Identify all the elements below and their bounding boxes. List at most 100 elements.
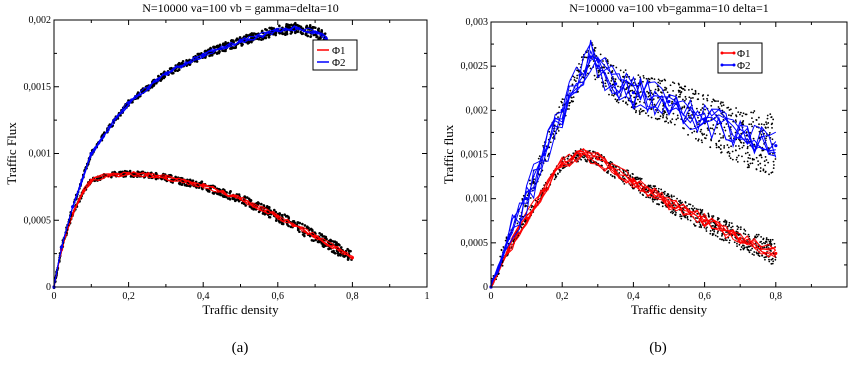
series-1-noise-point	[728, 239, 731, 242]
series-2-noise-point	[684, 95, 687, 98]
series-1-noise-point	[229, 190, 232, 193]
series-1-noise-point	[689, 203, 692, 206]
series-2-noise-point	[528, 179, 531, 182]
series-1-noise-point	[612, 165, 615, 167]
series-2-noise-point	[548, 130, 551, 133]
plot-frame	[53, 19, 428, 288]
legend-marker-2-a	[720, 63, 724, 67]
series-2-noise-point	[652, 98, 655, 101]
series-2-noise-point	[679, 86, 681, 89]
series-2-noise-point	[666, 117, 669, 120]
series-2-noise-point	[739, 113, 741, 116]
y-tick-label: 0,003	[466, 17, 489, 28]
series-2-noise-point	[284, 25, 288, 28]
series-2-noise-point	[726, 151, 729, 154]
series-1-noise-point	[731, 225, 734, 228]
series-2-noise-point	[710, 118, 713, 121]
series-2-noise-point	[771, 138, 774, 141]
series-1-noise-point	[763, 246, 766, 249]
series-2-noise-point	[744, 113, 747, 116]
series-2-noise-point	[537, 157, 540, 160]
series-2-noise-point	[577, 90, 579, 93]
series-1-noise-point	[567, 161, 569, 164]
series-2-noise-point	[711, 100, 713, 103]
series-2-noise-point	[659, 79, 661, 82]
series-1-noise-point	[683, 215, 686, 218]
series-2-noise-point	[705, 134, 708, 137]
series-1-noise-point	[757, 252, 759, 255]
series-2-noise-point	[569, 89, 572, 92]
series-2-noise-point	[611, 94, 613, 96]
series-1-noise-point	[747, 233, 750, 236]
series-2-noise-point	[722, 101, 724, 104]
series-2-noise-point	[665, 116, 668, 119]
series-2-point	[294, 26, 299, 30]
series-2-noise-point	[764, 171, 767, 174]
series-2-noise-point	[728, 109, 731, 111]
series-1-noise-point	[663, 193, 666, 195]
series-2-noise-point	[735, 120, 738, 123]
series-1-noise-point	[698, 221, 701, 224]
series-1-noise-point	[686, 204, 688, 207]
series-1-noise-point	[768, 258, 770, 261]
series-2-noise-point	[691, 114, 693, 116]
series-1-noise-point	[769, 238, 772, 241]
series-1-noise-point	[561, 167, 564, 170]
series-2-noise-point	[529, 182, 531, 185]
series-1-noise-point	[693, 207, 696, 210]
series-1-noise-point	[523, 220, 526, 223]
series-1-noise-point	[652, 200, 654, 203]
series-1-noise-point	[751, 253, 754, 255]
series-2-noise-point	[678, 90, 681, 92]
series-2-noise-point	[657, 96, 659, 99]
series-2-noise-point	[755, 168, 758, 171]
series-1-noise-point	[765, 237, 768, 239]
series-1-noise-point	[267, 207, 271, 210]
series-2-noise-point	[671, 102, 673, 105]
series-2-noise-point	[553, 130, 556, 133]
series-2-noise-point	[673, 123, 676, 126]
series-1-noise-point	[530, 206, 533, 209]
series-2-noise-point	[557, 116, 559, 119]
series-2-noise-point	[702, 94, 705, 96]
series-1-noise-point	[739, 228, 742, 231]
series-2-noise-point	[741, 155, 743, 158]
series-1-noise-point	[767, 238, 770, 241]
series-2-noise-point	[580, 56, 583, 59]
series-1-noise-point	[221, 194, 224, 197]
series-1-noise-point	[265, 205, 269, 208]
series-2-noise-point	[753, 110, 756, 112]
series-1-point	[578, 152, 582, 157]
series-1-noise-point	[639, 179, 642, 181]
series-2-line	[53, 25, 327, 287]
series-2-noise-point	[611, 70, 614, 72]
series-1-noise-point	[737, 226, 740, 229]
series-2-noise-point	[548, 146, 551, 149]
series-1-noise-point	[318, 240, 322, 243]
series-1-noise-point	[566, 157, 569, 160]
series-1-noise-point	[692, 205, 694, 207]
series-1-noise-point	[280, 222, 284, 226]
series-2-noise-point	[742, 112, 745, 115]
series-2-noise-point	[558, 123, 561, 126]
series-1-noise-point	[698, 226, 701, 228]
series-1-noise-point	[557, 173, 559, 175]
series-1-noise-point	[274, 219, 278, 222]
series-2-noise-point	[760, 133, 763, 136]
series-2-noise-point	[639, 108, 642, 110]
y-tick-label: 0,0005	[461, 238, 489, 249]
series-2-noise-point	[736, 160, 739, 163]
series-2-noise-point	[659, 115, 662, 118]
series-1-noise-point	[653, 198, 656, 201]
series-2-noise-point	[597, 71, 600, 74]
series-2-noise-point	[699, 130, 702, 133]
series-2-noise-point	[695, 137, 697, 140]
series-2-noise-point	[679, 93, 682, 96]
series-2-noise-point	[552, 137, 554, 139]
series-1-noise-point	[744, 230, 747, 232]
series-2-noise-point	[724, 129, 727, 132]
series-2-noise-point	[764, 156, 767, 158]
series-1-noise-point	[662, 202, 665, 205]
series-1-group	[489, 148, 778, 289]
series-2-noise-point	[589, 67, 592, 70]
